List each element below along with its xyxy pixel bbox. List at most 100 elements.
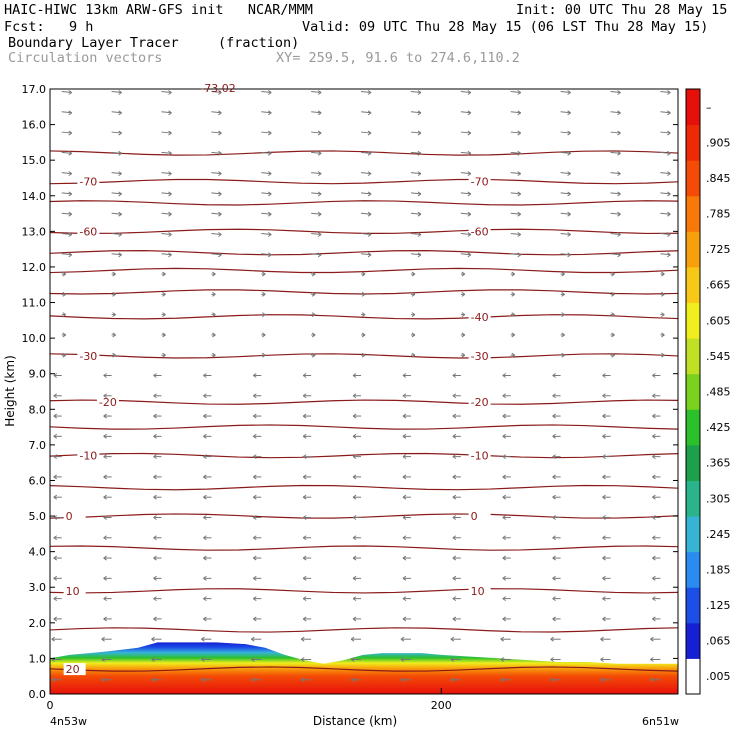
vector-arrowhead [153, 454, 157, 460]
vector-arrow [510, 192, 521, 195]
vector-arrowhead [361, 332, 366, 338]
colorbar-label: – [706, 101, 712, 114]
vector-arrow [460, 253, 471, 256]
vector-arrowhead [352, 433, 357, 439]
vector-arrow [610, 212, 621, 215]
vector-arrow [61, 151, 72, 154]
vector-arrowhead [352, 454, 357, 460]
y-tick-label: 1.0 [29, 652, 47, 665]
vector-arrowhead [502, 535, 507, 541]
vector-arrowhead [452, 515, 457, 520]
vector-arrowhead [517, 90, 522, 95]
vector-arrow [660, 111, 671, 114]
colorbar-label: .065 [706, 635, 731, 648]
y-tick-label: 16.0 [22, 119, 47, 132]
vector-arrowhead [467, 232, 472, 237]
contour-label--20: -20 [471, 396, 489, 409]
vector-arrowhead [561, 332, 565, 338]
contour-line--60 [50, 228, 678, 235]
vector-arrowhead [402, 494, 407, 500]
vector-arrowhead [53, 494, 58, 500]
vector-arrow [161, 172, 172, 175]
vector-arrow [361, 151, 372, 154]
vector-arrowhead [511, 271, 516, 277]
vector-arrow [410, 232, 422, 235]
vector-arrowhead [452, 393, 457, 399]
vector-arrowhead [517, 232, 522, 237]
vector-arrow [610, 131, 621, 134]
vector-arrowhead [602, 596, 606, 602]
vector-arrowhead [212, 312, 216, 318]
vector-arrowhead [162, 291, 166, 297]
y-tick-label: 15.0 [22, 154, 47, 167]
contour-line [50, 545, 678, 551]
vector-arrow [261, 111, 272, 114]
vector-arrowhead [511, 291, 516, 297]
vector-arrowhead [502, 454, 507, 460]
y-tick-label: 8.0 [29, 403, 47, 416]
vector-arrowhead [103, 535, 107, 541]
vector-arrowhead [162, 271, 166, 277]
vector-arrow [161, 192, 172, 195]
vector-arrowhead [611, 271, 615, 277]
contour-label-bg [468, 310, 491, 323]
contour-label-bg [468, 510, 491, 523]
vector-arrowhead [68, 130, 73, 136]
contour-label-10: 10 [471, 585, 485, 598]
vector-arrowhead [253, 373, 257, 378]
vector-arrowhead [552, 616, 556, 622]
vector-arrowhead [552, 373, 556, 378]
contour-line [50, 627, 678, 633]
vector-arrowhead [352, 494, 357, 500]
vector-arrow [211, 232, 222, 235]
vector-arrowhead [118, 232, 122, 237]
vector-arrowhead [253, 454, 257, 460]
vector-arrowhead [153, 494, 157, 500]
vector-arrowhead [650, 657, 654, 662]
vector-arrowhead [552, 413, 556, 419]
vector-arrowhead [567, 90, 571, 95]
vector-arrowhead [567, 150, 571, 156]
vector-arrowhead [367, 232, 372, 237]
vector-arrowhead [367, 211, 372, 217]
vector-arrow [610, 253, 621, 256]
vector-arrow [460, 232, 471, 235]
vector-arrowhead [502, 575, 507, 581]
vector-arrowhead [652, 433, 656, 439]
vector-arrowhead [302, 555, 307, 561]
vector-arrowhead [103, 616, 107, 622]
vector-arrow [610, 172, 621, 175]
vector-arrowhead [262, 312, 266, 318]
colorbar-swatch [686, 373, 700, 410]
vector-arrowhead [251, 657, 255, 662]
vector-arrowhead [302, 515, 307, 520]
vector-arrowhead [302, 474, 307, 480]
vector-arrowhead [201, 677, 205, 683]
vector-arrow [311, 172, 322, 175]
vector-arrowhead [417, 232, 422, 237]
vector-arrowhead [402, 373, 407, 378]
colorbar-swatch [686, 231, 700, 268]
colorbar: .005 .065 .125 .185 .245 .305 .365 .425 .485 .545… [685, 88, 731, 695]
vector-arrowhead [302, 596, 307, 602]
vector-arrowhead [168, 232, 172, 237]
vector-arrowhead [517, 150, 522, 156]
vector-arrowhead [68, 211, 73, 217]
vector-arrowhead [268, 232, 272, 237]
vector-arrowhead [602, 535, 606, 541]
vector-arrowhead [103, 433, 107, 439]
vector-arrow [510, 212, 521, 215]
vector-arrowhead [253, 393, 257, 399]
contour-line--40 [50, 314, 678, 320]
vector-arrowhead [567, 211, 571, 217]
vector-arrow [410, 212, 422, 215]
contour-label-bg [468, 225, 491, 238]
y-tick-label: 13.0 [22, 225, 47, 238]
vector-arrowhead [203, 433, 207, 439]
vector-arrowhead [417, 150, 422, 156]
vector-arrowhead [300, 677, 305, 683]
vector-arrow [261, 232, 272, 235]
vector-arrowhead [461, 332, 466, 338]
vector-arrowhead [552, 433, 556, 439]
contour-label--30: -30 [471, 350, 489, 363]
